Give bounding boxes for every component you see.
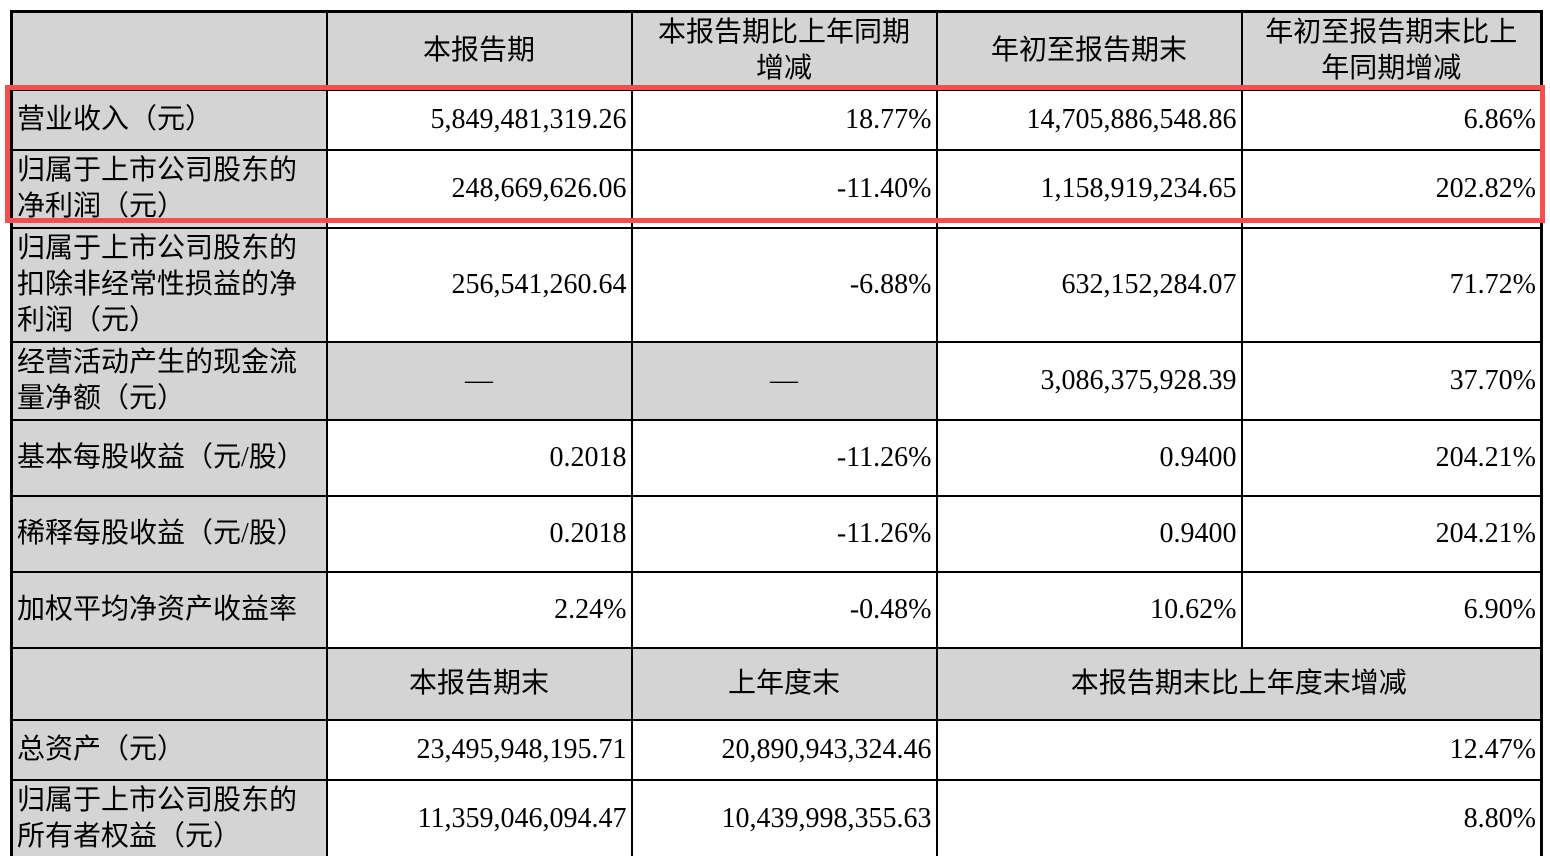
header-period-end: 本报告期末 (325, 647, 633, 721)
table-row-diluted-eps: 稀释每股收益（元/股） 0.2018 -11.26% 0.9400 204.21… (10, 495, 1543, 573)
cell-ytd-change: 204.21% (1240, 495, 1543, 573)
row-label: 归属于上市公司股东的扣除非经常性损益的净利润（元） (10, 227, 328, 343)
header-current-period-change: 本报告期比上年同期 增减 (630, 10, 938, 91)
corner-cell (10, 10, 328, 91)
cell-ytd-change: 37.70% (1240, 341, 1543, 421)
financial-summary-table: 本报告期 本报告期比上年同期 增减 年初至报告期末 年初至报告期末比上 年同期增… (10, 10, 1543, 856)
cell-period-end-change: 8.80% (935, 779, 1543, 856)
cell-current-change: 18.77% (630, 89, 938, 151)
cell-prior-year-end: 20,890,943,324.46 (630, 719, 938, 781)
cell-current-change: -6.88% (630, 227, 938, 343)
cell-current: 0.2018 (325, 495, 633, 573)
cell-current-change: -11.26% (630, 495, 938, 573)
table-row-revenue: 营业收入（元） 5,849,481,319.26 18.77% 14,705,8… (10, 89, 1543, 151)
cell-ytd: 14,705,886,548.86 (935, 89, 1243, 151)
table-row-basic-eps: 基本每股收益（元/股） 0.2018 -11.26% 0.9400 204.21… (10, 419, 1543, 497)
cell-ytd: 0.9400 (935, 495, 1243, 573)
cell-ytd-change: 6.90% (1240, 571, 1543, 649)
cell-ytd-change: 202.82% (1240, 149, 1543, 229)
cell-period-end: 23,495,948,195.71 (325, 719, 633, 781)
header-period-end-change: 本报告期末比上年度末增减 (935, 647, 1543, 721)
header-ytd: 年初至报告期末 (935, 10, 1243, 91)
table-row-operating-cash-flow: 经营活动产生的现金流量净额（元） — — 3,086,375,928.39 37… (10, 341, 1543, 421)
balance-header-row: 本报告期末 上年度末 本报告期末比上年度末增减 (10, 647, 1543, 721)
cell-prior-year-end: 10,439,998,355.63 (630, 779, 938, 856)
cell-current: 248,669,626.06 (325, 149, 633, 229)
cell-ytd-change: 71.72% (1240, 227, 1543, 343)
cell-current-change: -11.26% (630, 419, 938, 497)
table-row-net-profit-excl-nonrecurring: 归属于上市公司股东的扣除非经常性损益的净利润（元） 256,541,260.64… (10, 227, 1543, 343)
row-label: 经营活动产生的现金流量净额（元） (10, 341, 328, 421)
row-label: 归属于上市公司股东的所有者权益（元） (10, 779, 328, 856)
table-row-total-assets: 总资产（元） 23,495,948,195.71 20,890,943,324.… (10, 719, 1543, 781)
table-row-net-profit: 归属于上市公司股东的净利润（元） 248,669,626.06 -11.40% … (10, 149, 1543, 229)
cell-current-change: -11.40% (630, 149, 938, 229)
table-row-equity: 归属于上市公司股东的所有者权益（元） 11,359,046,094.47 10,… (10, 779, 1543, 856)
cell-current: 0.2018 (325, 419, 633, 497)
cell-period-end-change: 12.47% (935, 719, 1543, 781)
header-current-period: 本报告期 (325, 10, 633, 91)
row-label: 营业收入（元） (10, 89, 328, 151)
cell-current: 2.24% (325, 571, 633, 649)
cell-current-change: -0.48% (630, 571, 938, 649)
header-ytd-change: 年初至报告期末比上 年同期增减 (1240, 10, 1543, 91)
row-label: 归属于上市公司股东的净利润（元） (10, 149, 328, 229)
cell-ytd-change: 204.21% (1240, 419, 1543, 497)
cell-current: 256,541,260.64 (325, 227, 633, 343)
cell-ytd: 3,086,375,928.39 (935, 341, 1243, 421)
cell-ytd-change: 6.86% (1240, 89, 1543, 151)
cell-ytd: 10.62% (935, 571, 1243, 649)
cell-period-end: 11,359,046,094.47 (325, 779, 633, 856)
cell-ytd: 1,158,919,234.65 (935, 149, 1243, 229)
header-prior-year-end: 上年度末 (630, 647, 938, 721)
row-label: 总资产（元） (10, 719, 328, 781)
row-label: 基本每股收益（元/股） (10, 419, 328, 497)
cell-current-change-dash: — (630, 341, 938, 421)
cell-ytd: 0.9400 (935, 419, 1243, 497)
cell-ytd: 632,152,284.07 (935, 227, 1243, 343)
period-header-row: 本报告期 本报告期比上年同期 增减 年初至报告期末 年初至报告期末比上 年同期增… (10, 10, 1543, 91)
row-label: 加权平均净资产收益率 (10, 571, 328, 649)
corner-cell (10, 647, 328, 721)
cell-current: 5,849,481,319.26 (325, 89, 633, 151)
table-row-weighted-avg-roe: 加权平均净资产收益率 2.24% -0.48% 10.62% 6.90% (10, 571, 1543, 649)
cell-current-dash: — (325, 341, 633, 421)
row-label: 稀释每股收益（元/股） (10, 495, 328, 573)
